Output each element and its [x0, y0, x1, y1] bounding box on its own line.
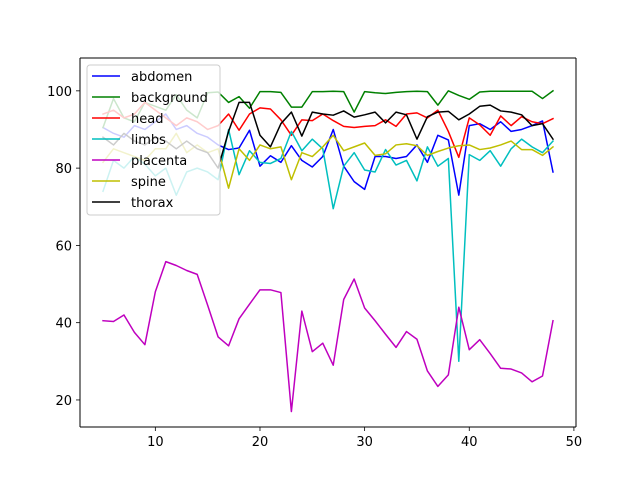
- y-axis-ticks: 20 40 60 80 100: [47, 85, 80, 409]
- y-tick-label: 80: [55, 162, 72, 177]
- legend: abdomen background head limbs placenta spine t…: [86, 64, 221, 216]
- axes-frame: [79, 57, 577, 428]
- legend-items: abdomen background head limbs placenta spine t…: [92, 70, 208, 211]
- y-tick-label: 100: [47, 85, 72, 100]
- x-tick-label: 40: [461, 435, 478, 450]
- series-line-placenta: [102, 260, 554, 413]
- x-tick-label: 30: [356, 435, 373, 450]
- x-tick-label: 20: [252, 435, 269, 450]
- y-tick-label: 60: [55, 239, 72, 254]
- legend-label-limbs: limbs: [131, 133, 166, 148]
- legend-label-background: background: [131, 91, 208, 106]
- y-tick-label: 40: [55, 317, 72, 332]
- legend-label-abdomen: abdomen: [131, 70, 192, 85]
- legend-label-spine: spine: [131, 175, 166, 190]
- x-axis-ticks: 10 20 30 40 50: [147, 427, 582, 450]
- legend-label-head: head: [131, 112, 163, 127]
- legend-box: [86, 64, 221, 216]
- y-tick-label: 20: [55, 394, 72, 409]
- x-tick-label: 50: [566, 435, 583, 450]
- legend-label-thorax: thorax: [131, 196, 174, 211]
- legend-label-placenta: placenta: [131, 154, 187, 169]
- x-tick-label: 10: [147, 435, 164, 450]
